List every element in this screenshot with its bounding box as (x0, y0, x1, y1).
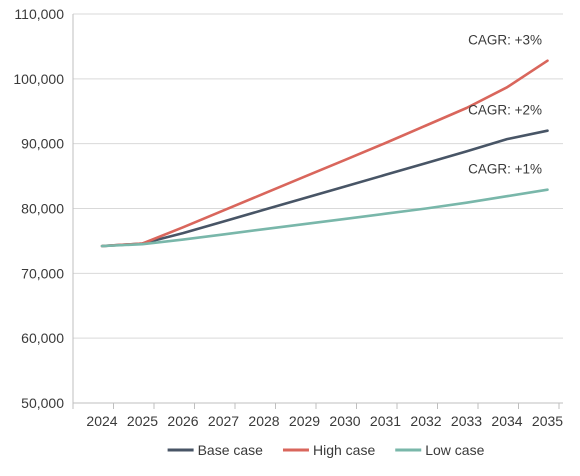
x-tick-label: 2027 (208, 413, 239, 429)
y-tick-label: 100,000 (13, 71, 64, 87)
x-axis-ticks: 2024 2025 2026 2027 2028 2029 2030 2031 2032 2033… (86, 413, 563, 429)
x-tick-label: 2024 (86, 413, 117, 429)
y-tick-label: 70,000 (21, 265, 64, 281)
axes (72, 14, 563, 409)
y-tick-label: 110,000 (14, 6, 64, 22)
x-tick-label: 2030 (329, 413, 360, 429)
x-tick-label: 2029 (289, 413, 320, 429)
x-tick-label: 2031 (370, 413, 401, 429)
series-line-high-case (100, 59, 549, 248)
series-lines (100, 59, 549, 248)
x-tick-label: 2028 (248, 413, 279, 429)
series-line-base-case (100, 129, 549, 248)
series-line-low-case (100, 188, 549, 248)
legend-item: Base case (167, 442, 264, 458)
annotations: CAGR: +3% CAGR: +2% CAGR: +1% (468, 33, 542, 177)
cagr-annotation: CAGR: +1% (468, 162, 542, 177)
legend-item: High case (282, 442, 375, 458)
legend: Base case High case Low case (167, 442, 485, 458)
y-tick-label: 50,000 (21, 395, 64, 411)
legend-item: Low case (395, 442, 485, 458)
x-tick-label: 2032 (410, 413, 441, 429)
x-tick-label: 2025 (127, 413, 158, 429)
y-tick-label: 80,000 (21, 201, 64, 217)
cagr-annotation: CAGR: +3% (468, 33, 542, 48)
x-tick-label: 2034 (491, 413, 522, 429)
x-tick-label: 2026 (167, 413, 198, 429)
y-axis-ticks: 50,000 60,000 70,000 80,000 90,000 100,000 110… (13, 6, 64, 411)
legend-label: Low case (425, 442, 484, 458)
cagr-annotation: CAGR: +2% (468, 103, 542, 118)
legend-label: High case (313, 442, 375, 458)
x-tick-label: 2035 (532, 413, 563, 429)
y-tick-label: 90,000 (21, 136, 64, 152)
x-tick-label: 2033 (451, 413, 482, 429)
gridlines (73, 13, 563, 339)
legend-label: Base case (198, 442, 264, 458)
y-tick-label: 60,000 (21, 330, 64, 346)
